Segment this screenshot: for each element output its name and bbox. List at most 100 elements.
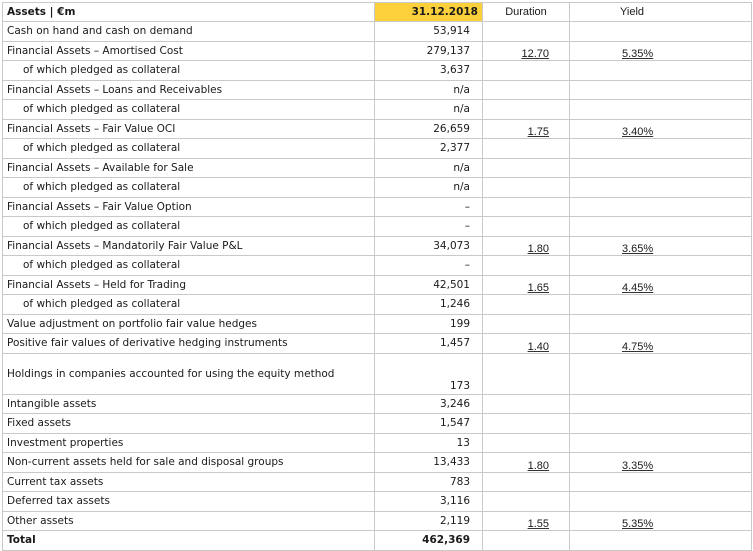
row-duration	[482, 196, 570, 217]
table-row: Fixed assets 1,547	[2, 413, 752, 434]
table-row: of which pledged as collateral 3,637	[2, 60, 752, 81]
row-value: 1,547	[374, 413, 483, 434]
row-yield	[569, 196, 752, 217]
row-duration	[482, 177, 570, 198]
row-yield	[569, 138, 752, 159]
row-duration	[482, 432, 570, 453]
row-value: n/a	[374, 157, 483, 178]
row-label: Holdings in companies accounted for usin…	[2, 352, 375, 395]
row-yield	[569, 313, 752, 334]
row-duration	[482, 60, 570, 81]
row-value: 199	[374, 313, 483, 334]
row-label: Financial Assets – Fair Value Option	[2, 196, 375, 217]
row-yield: 3.35%	[569, 452, 752, 473]
row-value: 26,659	[374, 118, 483, 139]
row-label: Other assets	[2, 510, 375, 531]
table-row: Deferred tax assets 3,116	[2, 491, 752, 512]
table-row: Financial Assets – Available for Sale n/…	[2, 157, 752, 178]
row-value: 1,457	[374, 333, 483, 354]
table-row: of which pledged as collateral 1,246	[2, 294, 752, 315]
row-value: 42,501	[374, 274, 483, 295]
row-value: 13,433	[374, 452, 483, 473]
row-duration	[482, 352, 570, 395]
row-value: –	[374, 196, 483, 217]
row-label: Intangible assets	[2, 393, 375, 414]
row-yield	[569, 60, 752, 81]
row-value: 53,914	[374, 21, 483, 42]
table-row: Cash on hand and cash on demand 53,914	[2, 21, 752, 42]
row-yield	[569, 530, 752, 551]
row-label: Deferred tax assets	[2, 491, 375, 512]
row-label: Non-current assets held for sale and dis…	[2, 452, 375, 473]
row-label: Financial Assets – Amortised Cost	[2, 40, 375, 61]
table-row: of which pledged as collateral –	[2, 255, 752, 276]
row-duration	[482, 530, 570, 551]
row-label: Financial Assets – Loans and Receivables	[2, 79, 375, 100]
row-yield	[569, 413, 752, 434]
table-row: of which pledged as collateral n/a	[2, 177, 752, 198]
table-row: Current tax assets 783	[2, 471, 752, 492]
row-duration	[482, 313, 570, 334]
table-row: Financial Assets – Mandatorily Fair Valu…	[2, 235, 752, 256]
total-label: Total	[2, 530, 375, 551]
row-duration	[482, 138, 570, 159]
header-duration: Duration	[482, 2, 570, 22]
row-yield	[569, 432, 752, 453]
row-value: 1,246	[374, 294, 483, 315]
row-label: of which pledged as collateral	[2, 99, 375, 120]
row-value: 34,073	[374, 235, 483, 256]
row-value: 3,246	[374, 393, 483, 414]
row-yield	[569, 255, 752, 276]
row-yield: 5.35%	[569, 510, 752, 531]
row-yield: 4.45%	[569, 274, 752, 295]
row-yield	[569, 79, 752, 100]
header-row: Assets | €m 31.12.2018 Duration Yield	[2, 2, 752, 22]
row-yield	[569, 393, 752, 414]
header-assets-label: Assets | €m	[2, 2, 375, 22]
row-duration	[482, 294, 570, 315]
row-value: 173	[374, 352, 483, 395]
table-row: of which pledged as collateral –	[2, 216, 752, 237]
total-value: 462,369	[374, 530, 483, 551]
row-label: of which pledged as collateral	[2, 216, 375, 237]
row-label: Financial Assets – Held for Trading	[2, 274, 375, 295]
row-duration	[482, 471, 570, 492]
row-value: –	[374, 255, 483, 276]
row-label: of which pledged as collateral	[2, 294, 375, 315]
row-label: Financial Assets – Available for Sale	[2, 157, 375, 178]
header-date: 31.12.2018	[374, 2, 483, 22]
table-row: Financial Assets – Fair Value Option –	[2, 196, 752, 217]
table-row: Financial Assets – Amortised Cost 279,13…	[2, 40, 752, 61]
row-label: Cash on hand and cash on demand	[2, 21, 375, 42]
table-row: of which pledged as collateral n/a	[2, 99, 752, 120]
table-row: Intangible assets 3,246	[2, 393, 752, 414]
row-duration: 1.80	[482, 452, 570, 473]
row-duration	[482, 491, 570, 512]
row-duration: 1.75	[482, 118, 570, 139]
row-yield	[569, 99, 752, 120]
row-yield	[569, 352, 752, 395]
row-value: n/a	[374, 79, 483, 100]
row-label: Value adjustment on portfolio fair value…	[2, 313, 375, 334]
row-label: Financial Assets – Mandatorily Fair Valu…	[2, 235, 375, 256]
header-yield: Yield	[569, 2, 752, 22]
row-duration	[482, 157, 570, 178]
row-yield	[569, 177, 752, 198]
row-yield	[569, 471, 752, 492]
table-row: Other assets 2,119 1.55 5.35%	[2, 510, 752, 531]
row-duration	[482, 216, 570, 237]
table-row: Financial Assets – Loans and Receivables…	[2, 79, 752, 100]
row-duration: 12.70	[482, 40, 570, 61]
row-value: n/a	[374, 177, 483, 198]
table-row: Value adjustment on portfolio fair value…	[2, 313, 752, 334]
row-duration	[482, 99, 570, 120]
row-value: 2,119	[374, 510, 483, 531]
row-value: 3,637	[374, 60, 483, 81]
row-label: Fixed assets	[2, 413, 375, 434]
row-label: of which pledged as collateral	[2, 60, 375, 81]
row-duration: 1.55	[482, 510, 570, 531]
row-value: 279,137	[374, 40, 483, 61]
table-row: Non-current assets held for sale and dis…	[2, 452, 752, 473]
